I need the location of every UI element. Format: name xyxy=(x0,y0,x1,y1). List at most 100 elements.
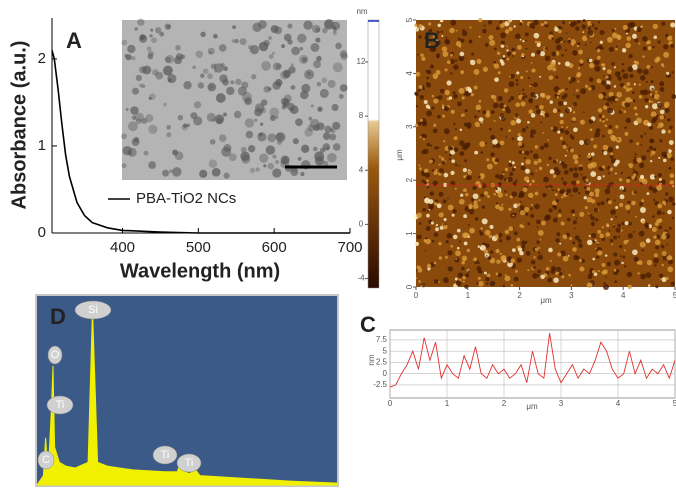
afm-grain xyxy=(588,152,591,155)
afm-grain xyxy=(557,188,560,191)
afm-grain xyxy=(629,139,633,143)
tem-particle xyxy=(215,93,226,103)
afm-grain xyxy=(443,140,446,143)
afm-grain xyxy=(553,86,560,93)
afm-grain xyxy=(536,219,541,225)
afm-grain xyxy=(638,83,641,86)
afm-grain xyxy=(646,64,651,69)
afm-grain xyxy=(513,203,518,209)
tem-particle xyxy=(275,63,282,70)
afm-grain xyxy=(545,214,551,221)
afm-grain xyxy=(516,202,521,207)
afm-grain xyxy=(588,234,591,238)
afm-grain xyxy=(555,199,560,203)
tem-particle xyxy=(316,81,322,87)
afm-grain xyxy=(614,27,617,30)
afm-grain xyxy=(512,248,516,252)
afm-grain xyxy=(489,224,494,229)
afm-grain xyxy=(631,175,636,180)
afm-grain xyxy=(447,145,453,151)
afm-grain xyxy=(573,167,578,171)
afm-grain xyxy=(590,137,594,141)
afm-grain xyxy=(609,181,614,187)
afm-grain xyxy=(469,227,475,234)
afm-grain xyxy=(652,23,659,30)
afm-grain xyxy=(485,282,489,285)
afm-grain xyxy=(508,160,512,163)
afm-grain xyxy=(511,161,515,165)
afm-grain xyxy=(657,102,663,108)
afm-grain xyxy=(640,135,644,138)
afm-grain xyxy=(434,76,437,80)
y-tick-label: 1 xyxy=(38,137,46,154)
afm-grain xyxy=(449,27,455,34)
afm-grain xyxy=(438,191,444,197)
afm-grain xyxy=(627,221,632,226)
afm-grain xyxy=(547,277,553,283)
afm-grain xyxy=(627,166,630,168)
afm-grain xyxy=(639,207,646,213)
afm-grain xyxy=(570,209,576,214)
afm-grain xyxy=(425,225,431,231)
afm-grain xyxy=(572,50,578,56)
afm-grain xyxy=(661,129,666,134)
tem-particle xyxy=(275,115,279,119)
afm-grain xyxy=(652,147,657,152)
afm-grain xyxy=(571,43,575,46)
afm-grain xyxy=(460,38,465,43)
afm-grain xyxy=(666,243,669,246)
afm-grain xyxy=(602,134,605,138)
afm-grain xyxy=(648,185,654,191)
afm-grain xyxy=(494,99,497,102)
afm-grain xyxy=(613,252,618,257)
tem-particle xyxy=(218,44,227,52)
afm-grain xyxy=(521,53,525,57)
afm-grain xyxy=(477,276,481,280)
afm-grain xyxy=(624,131,629,136)
x-tick-label: 3 xyxy=(569,291,574,300)
afm-grain xyxy=(417,88,421,93)
afm-grain xyxy=(643,120,648,125)
afm-grain xyxy=(427,267,431,271)
afm-grain xyxy=(444,255,448,259)
tem-particle xyxy=(307,124,315,132)
afm-grain xyxy=(447,250,453,256)
afm-grain xyxy=(527,121,530,124)
afm-grain xyxy=(443,128,450,135)
afm-grain xyxy=(449,153,452,157)
tem-particle xyxy=(283,33,292,42)
tem-particle xyxy=(339,84,348,92)
tem-particle xyxy=(271,51,275,55)
afm-grain xyxy=(559,190,563,194)
afm-grain xyxy=(499,252,502,256)
afm-grain xyxy=(593,59,600,66)
tem-particle xyxy=(200,31,206,38)
afm-grain xyxy=(443,217,447,222)
afm-grain xyxy=(525,250,531,256)
afm-grain xyxy=(425,69,429,73)
x-tick-label: 1 xyxy=(445,399,450,408)
afm-grain xyxy=(635,215,638,218)
afm-grain xyxy=(454,187,457,190)
tem-particle xyxy=(252,22,262,32)
afm-grain xyxy=(424,249,427,252)
afm-grain xyxy=(620,188,623,191)
afm-grain xyxy=(631,64,638,70)
afm-grain xyxy=(497,272,502,278)
afm-grain xyxy=(441,34,444,38)
x-tick-label: 1 xyxy=(466,291,471,300)
afm-grain xyxy=(657,172,663,178)
x-axis-label: μm xyxy=(526,402,538,411)
afm-grain xyxy=(655,56,661,62)
afm-grain xyxy=(536,49,541,55)
afm-grain xyxy=(442,51,449,57)
afm-grain xyxy=(572,247,577,252)
tem-particle xyxy=(300,90,309,100)
tem-particle xyxy=(289,105,299,115)
afm-grain xyxy=(510,96,515,101)
afm-grain xyxy=(577,67,581,70)
afm-grain xyxy=(656,210,662,216)
afm-grain xyxy=(656,114,659,118)
afm-grain xyxy=(580,88,587,95)
tem-particle xyxy=(143,150,149,156)
